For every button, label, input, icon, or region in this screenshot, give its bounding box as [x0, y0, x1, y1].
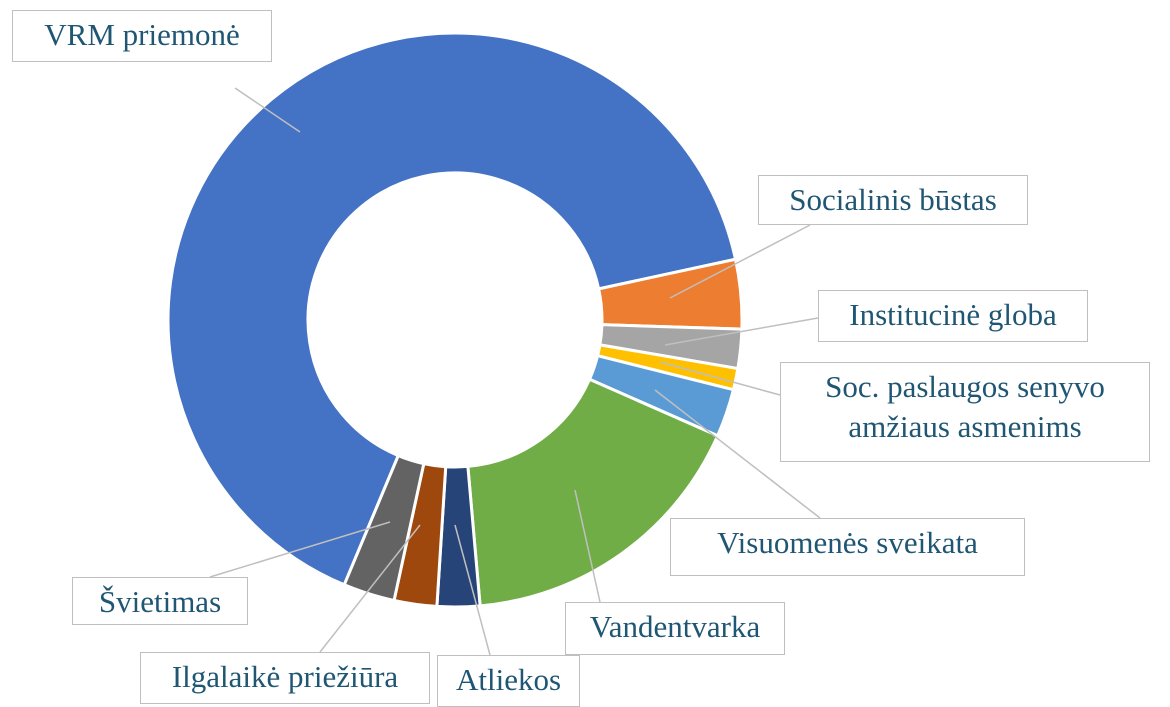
- slice-label: Visuomenės sveikata: [670, 518, 1025, 576]
- leader-line: [209, 521, 391, 578]
- slice-label: Švietimas: [72, 577, 248, 625]
- slice-label: Ilgalaikė priežiūra: [140, 652, 430, 704]
- leader-line: [664, 317, 819, 346]
- slice-label: Vandentvarka: [565, 602, 785, 655]
- leader-line: [574, 489, 601, 603]
- slice-label: Soc. paslaugos senyvo amžiaus asmenims: [780, 362, 1150, 462]
- leader-line: [234, 87, 301, 133]
- leader-line: [669, 224, 811, 299]
- donut-slice: [166, 31, 738, 587]
- donut-slice: [342, 453, 426, 603]
- slice-label: Socialinis būstas: [758, 175, 1028, 225]
- slice-label: Institucinė globa: [818, 290, 1088, 342]
- leader-line: [454, 524, 491, 656]
- donut-slice: [466, 377, 720, 608]
- leader-line: [659, 361, 781, 396]
- leader-line: [654, 389, 821, 519]
- slice-label: VRM priemonė: [12, 10, 272, 62]
- slice-label: Atliekos: [437, 655, 580, 707]
- leader-line: [319, 524, 421, 653]
